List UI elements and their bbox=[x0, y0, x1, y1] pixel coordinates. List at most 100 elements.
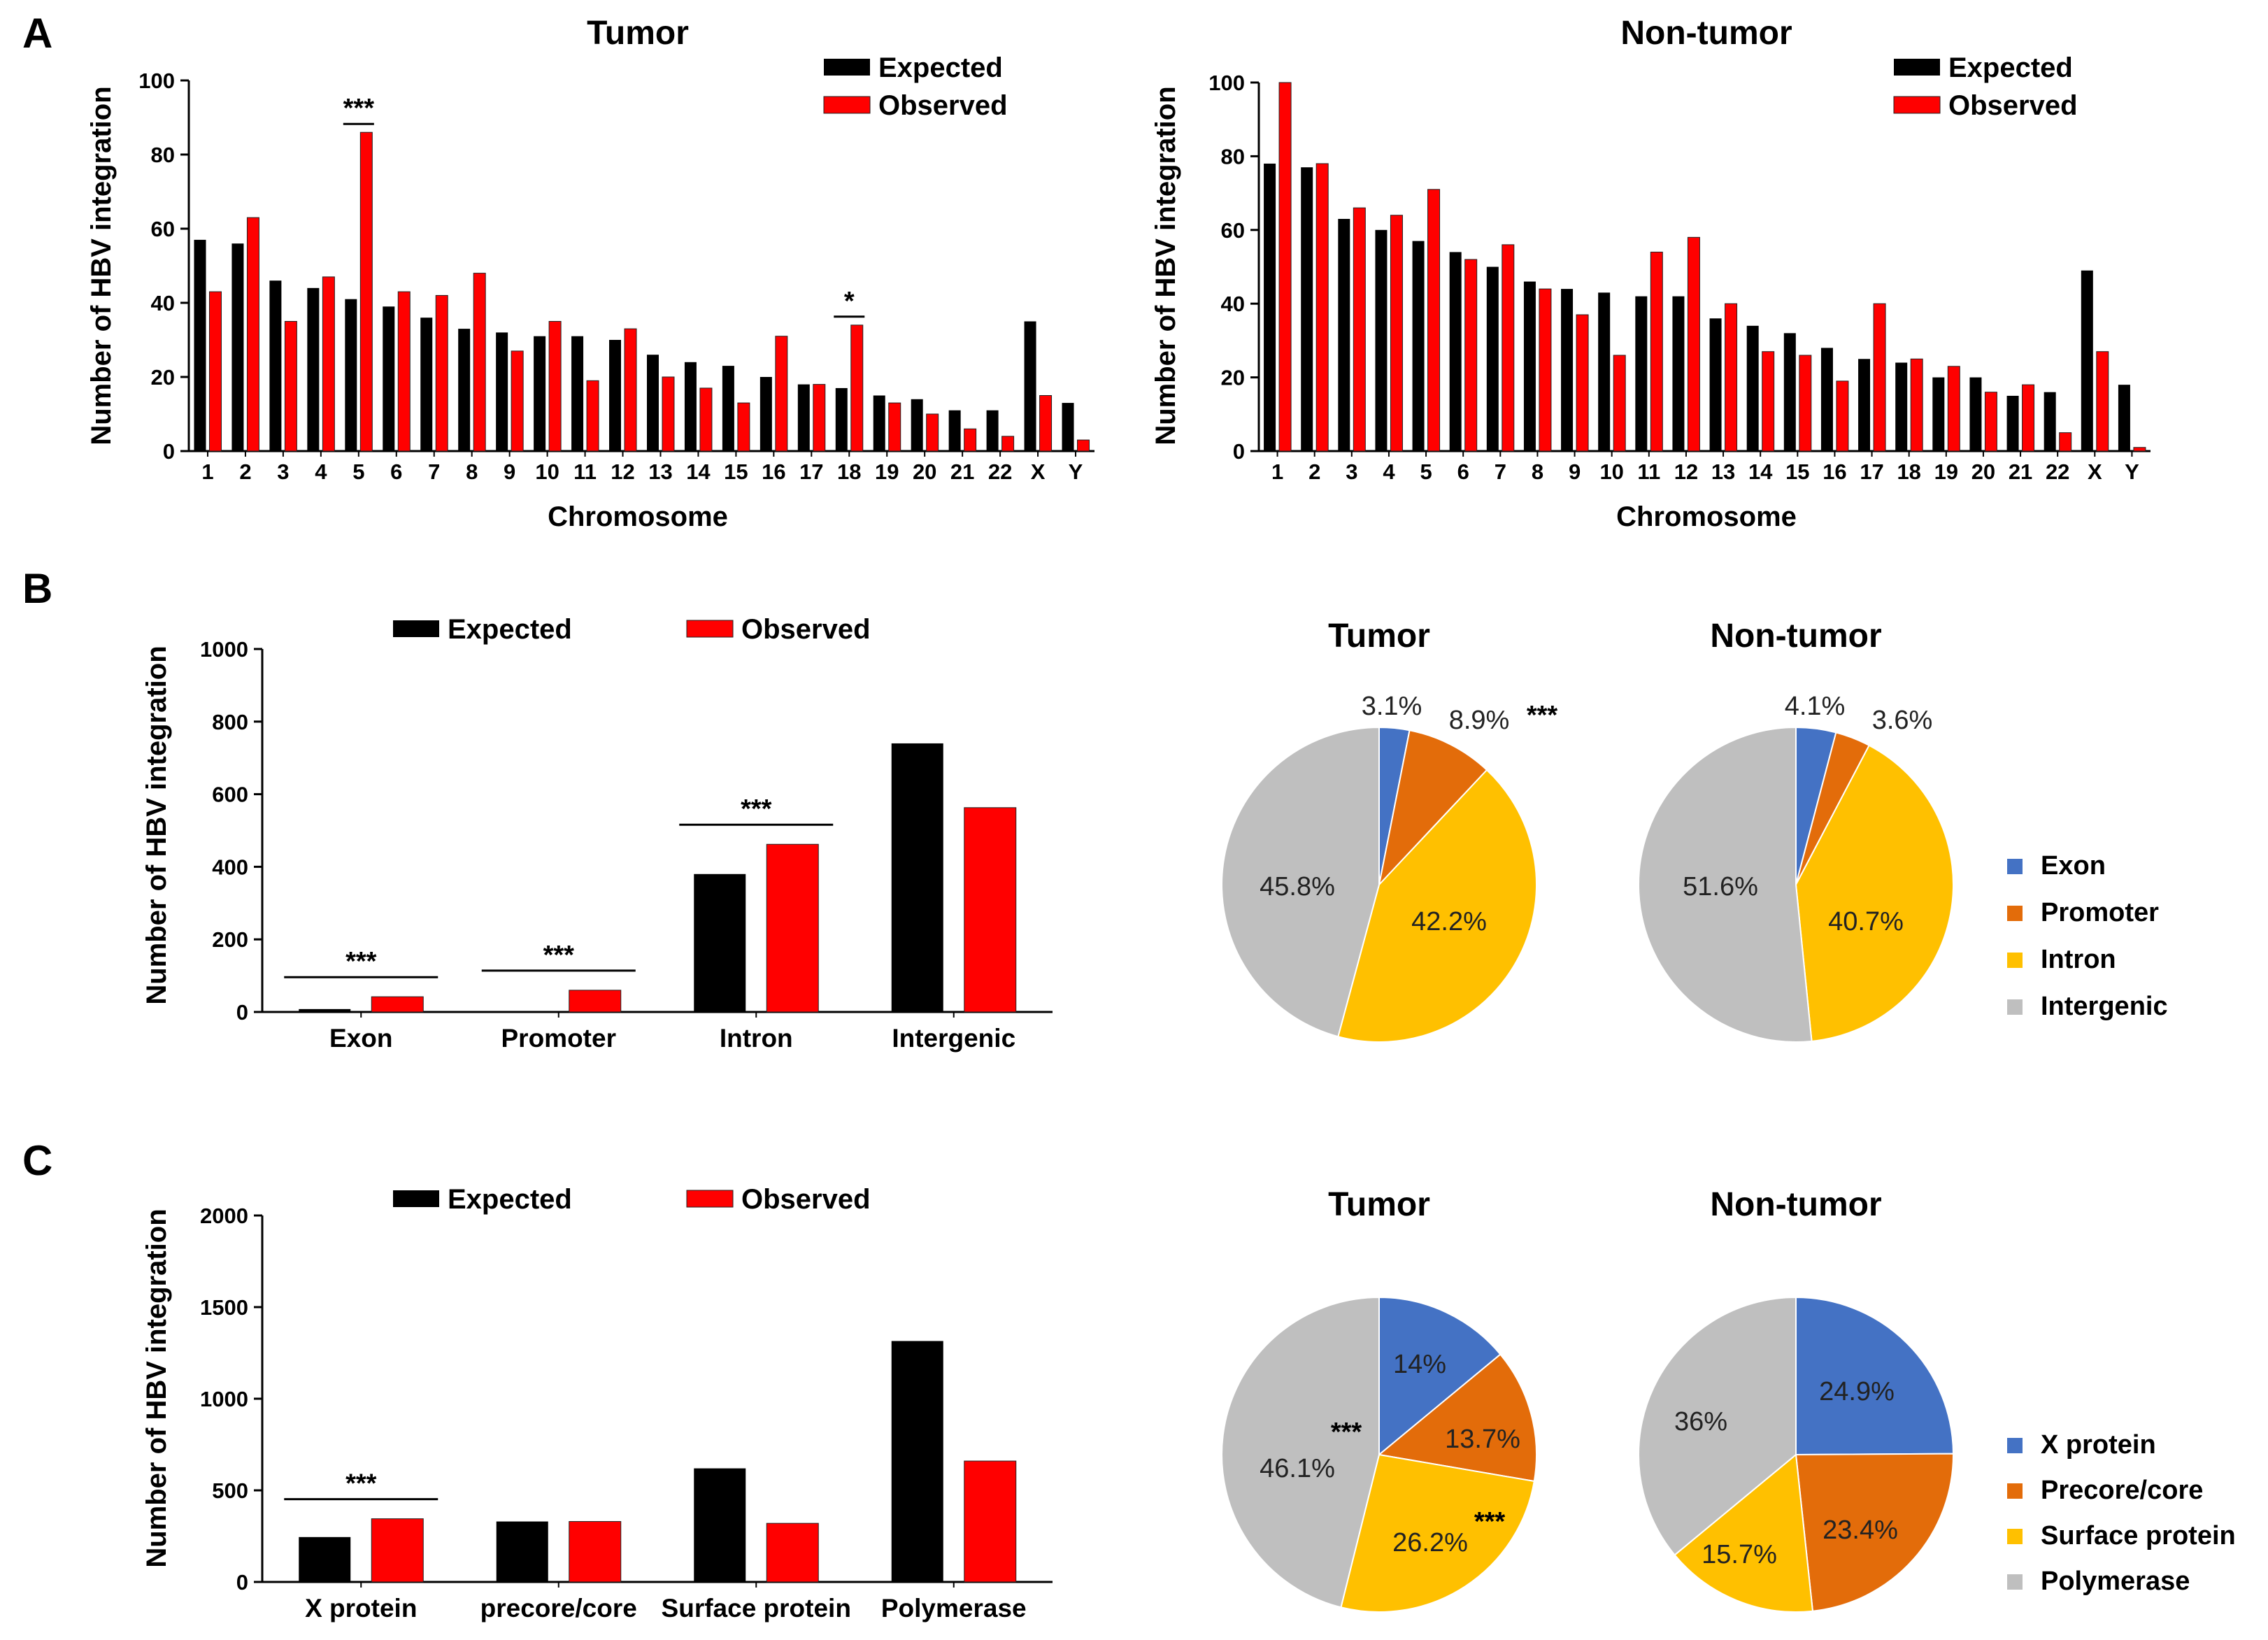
bar-expected-x bbox=[2081, 270, 2093, 451]
x-tick-label: 11 bbox=[1637, 459, 1660, 484]
pie-title: Non-tumor bbox=[1710, 618, 1881, 655]
x-tick-label: 16 bbox=[1823, 459, 1846, 484]
bar-expected-2 bbox=[231, 243, 244, 451]
x-tick-label: 19 bbox=[1934, 459, 1958, 484]
bar-expected-13 bbox=[1709, 318, 1722, 451]
significance-label: * bbox=[844, 287, 855, 316]
legend-swatch-intergenic bbox=[2007, 999, 2023, 1015]
significance-label: *** bbox=[543, 941, 575, 970]
pie-value-label: 42.2% bbox=[1411, 907, 1487, 936]
y-tick-label: 0 bbox=[236, 1000, 248, 1025]
y-tick-label: 0 bbox=[1233, 439, 1245, 464]
bar-expected-surface-protein bbox=[694, 1468, 746, 1582]
legend-swatch-exon bbox=[2007, 859, 2023, 874]
y-tick-label: 600 bbox=[212, 783, 248, 807]
bar-observed-11 bbox=[586, 380, 599, 452]
legend-label-expected: Expected bbox=[878, 52, 1003, 83]
y-tick-label: 1500 bbox=[200, 1295, 248, 1320]
pie-value-label: 15.7% bbox=[1702, 1540, 1777, 1569]
bar-expected-16 bbox=[1820, 348, 1833, 451]
legend-swatch-expected bbox=[393, 1190, 439, 1207]
bar-observed-9 bbox=[1576, 314, 1589, 452]
bar-observed-y bbox=[1077, 439, 1090, 452]
pie-value-label: 14% bbox=[1393, 1350, 1446, 1379]
x-tick-label: X bbox=[2088, 459, 2102, 484]
x-tick-label: Promoter bbox=[501, 1024, 616, 1053]
pie-title: Tumor bbox=[1328, 618, 1430, 655]
pie-slice-intergenic bbox=[1221, 726, 1380, 1038]
pie-value-label: 24.9% bbox=[1819, 1377, 1895, 1406]
legend-label-polymerase: Polymerase bbox=[2041, 1567, 2190, 1596]
bar-observed-intergenic bbox=[964, 807, 1017, 1013]
x-tick-label: 6 bbox=[1457, 459, 1469, 484]
x-tick-label: X bbox=[1031, 459, 1046, 484]
y-tick-label: 80 bbox=[151, 143, 175, 167]
bar-expected-21 bbox=[948, 410, 961, 451]
legend-label-precore-core: Precore/core bbox=[2041, 1476, 2203, 1505]
bar-expected-12 bbox=[609, 340, 622, 451]
bar-observed-13 bbox=[662, 376, 675, 452]
bar-expected-y bbox=[2118, 385, 2130, 451]
x-tick-label: Intron bbox=[720, 1024, 793, 1053]
bar-observed-4 bbox=[1390, 215, 1403, 452]
x-tick-label: 8 bbox=[466, 459, 478, 484]
x-tick-label: Polymerase bbox=[881, 1594, 1027, 1623]
bar-expected-18 bbox=[835, 387, 848, 451]
y-tick-label: 1000 bbox=[200, 1387, 248, 1411]
legend-label-intergenic: Intergenic bbox=[2041, 992, 2168, 1021]
x-tick-label: 16 bbox=[762, 459, 785, 484]
c-pie-tumor-chart: Tumor 14% 13.7% 26.2% 46.1% *** *** bbox=[1221, 1186, 1537, 1613]
x-tick-label: Y bbox=[1069, 459, 1083, 484]
bar-expected-5 bbox=[345, 299, 357, 451]
pie-slice-precore-core bbox=[1795, 1453, 1955, 1612]
chart-title: Tumor bbox=[587, 15, 689, 52]
bar-observed-5 bbox=[359, 131, 373, 452]
significance-label: *** bbox=[345, 1469, 377, 1499]
bar-expected-9 bbox=[496, 332, 508, 451]
x-tick-label: 7 bbox=[1495, 459, 1506, 484]
bar-observed-2 bbox=[246, 217, 259, 452]
bar-observed-y bbox=[2133, 447, 2146, 452]
bar-observed-19 bbox=[888, 402, 901, 452]
c-pie-nontumor-chart: Non-tumor 24.9% 23.4% 15.7% 36% bbox=[1638, 1186, 1955, 1613]
x-tick-label: 1 bbox=[1271, 459, 1283, 484]
y-tick-label: 2000 bbox=[200, 1204, 248, 1228]
x-tick-label: 19 bbox=[875, 459, 899, 484]
legend-label-expected: Expected bbox=[448, 1184, 572, 1215]
bar-observed-22 bbox=[2059, 432, 2072, 452]
bar-observed-exon bbox=[371, 996, 424, 1013]
bar-expected-intron bbox=[694, 874, 746, 1012]
bar-observed-15 bbox=[737, 402, 750, 452]
bar-expected-9 bbox=[1561, 289, 1574, 451]
x-tick-label: 12 bbox=[611, 459, 634, 484]
legend-swatch-expected bbox=[1894, 59, 1940, 76]
bar-expected-15 bbox=[1783, 333, 1796, 451]
legend-swatch-x-protein bbox=[2007, 1438, 2023, 1453]
pie-value-label: 46.1% bbox=[1260, 1454, 1335, 1483]
bar-observed-17 bbox=[1873, 303, 1886, 452]
pie-value-label: 23.4% bbox=[1823, 1516, 1898, 1545]
bar-expected-10 bbox=[534, 336, 546, 451]
x-tick-label: Intergenic bbox=[892, 1024, 1015, 1053]
bar-observed-17 bbox=[813, 384, 826, 452]
b-bar-chart: 0 200 400 600 800 1000 Exon Promoter Intron Inter… bbox=[141, 614, 1053, 1053]
pie-value-label: 4.1% bbox=[1785, 692, 1846, 721]
bar-observed-9 bbox=[511, 350, 524, 452]
bar-expected-polymerase bbox=[891, 1341, 943, 1582]
bar-observed-x-protein bbox=[371, 1518, 424, 1583]
bar-expected-4 bbox=[307, 287, 320, 451]
y-axis-label: Number of HBV integration bbox=[141, 1208, 172, 1567]
c-pie-tumor-legend: X protein Precore/core Surface protein Poly… bbox=[2007, 1430, 2236, 1596]
bar-expected-11 bbox=[571, 336, 584, 451]
bar-expected-22 bbox=[986, 410, 999, 451]
bar-observed-12 bbox=[624, 328, 637, 452]
bar-observed-16 bbox=[1836, 380, 1849, 452]
bar-expected-21 bbox=[2006, 395, 2019, 451]
y-tick-label: 500 bbox=[212, 1478, 248, 1503]
x-tick-label: 17 bbox=[799, 459, 823, 484]
x-axis-label: Chromosome bbox=[548, 501, 728, 532]
pie-slice-polymerase bbox=[1221, 1296, 1380, 1609]
bar-expected-y bbox=[1062, 403, 1074, 451]
